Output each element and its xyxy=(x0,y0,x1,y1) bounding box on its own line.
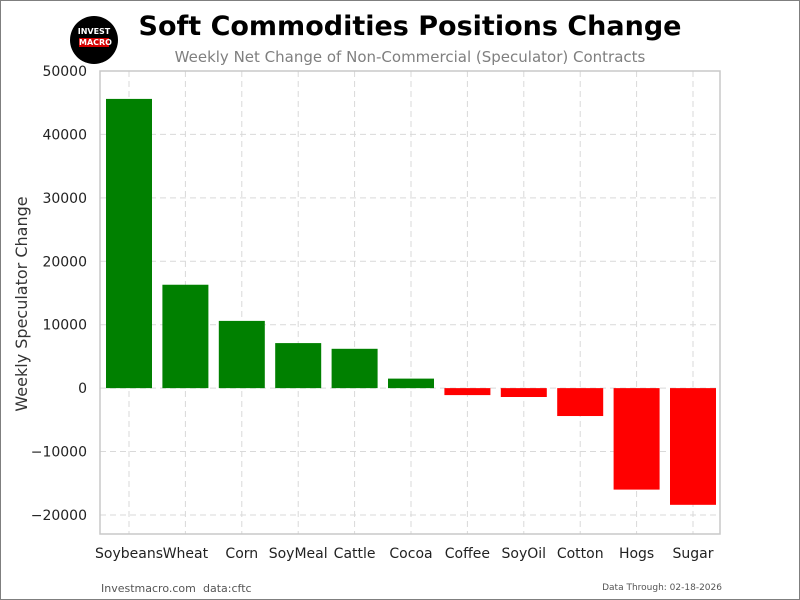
bar-soyoil xyxy=(500,388,547,398)
x-tick-label: Coffee xyxy=(445,546,490,562)
bar-cattle xyxy=(331,348,378,389)
bar-cotton xyxy=(557,388,604,417)
footer-site: Investmacro.com xyxy=(101,582,196,595)
bar-wheat xyxy=(162,284,209,389)
y-axis-label: Weekly Speculator Change xyxy=(12,196,31,411)
x-tick-label: Corn xyxy=(225,546,258,562)
logo-line-invest: INVEST xyxy=(77,27,111,36)
bar-soybeans xyxy=(106,98,152,389)
plot-area-border xyxy=(99,70,721,535)
bar-soymeal xyxy=(275,343,322,389)
x-tick-label: Hogs xyxy=(619,546,654,562)
x-tick-label: Cattle xyxy=(334,546,376,562)
investmacro-logo: INVEST MACRO xyxy=(70,16,118,64)
y-tick-label: −20000 xyxy=(31,508,87,524)
bar-corn xyxy=(218,320,265,389)
logo-line-macro: MACRO xyxy=(79,38,112,47)
bar-hogs xyxy=(613,388,660,490)
x-tick-label: SoyMeal xyxy=(269,546,328,562)
y-tick-label: 20000 xyxy=(42,254,87,270)
y-tick-label: 50000 xyxy=(42,64,87,80)
x-tick-label: Soybeans xyxy=(95,546,163,562)
y-tick-label: 30000 xyxy=(42,191,87,207)
footer-source: data:cftc xyxy=(203,582,252,595)
x-tick-label: Cotton xyxy=(557,546,604,562)
footer-data-through: Data Through: 02-18-2026 xyxy=(602,583,722,593)
bar-sugar xyxy=(670,388,716,505)
bar-cocoa xyxy=(388,378,434,389)
x-tick-label: SoyOil xyxy=(502,546,547,562)
tick-labels: −20000 −10000 0 10000 20000 30000 40000 50000 So… xyxy=(31,64,714,562)
bar-coffee xyxy=(444,388,491,396)
y-tick-label: 10000 xyxy=(42,318,87,334)
x-tick-label: Sugar xyxy=(673,546,714,562)
y-tick-label: 40000 xyxy=(42,127,87,143)
y-tick-label: 0 xyxy=(78,381,87,397)
chart-subtitle: Weekly Net Change of Non-Commercial (Spe… xyxy=(174,48,646,66)
x-tick-label: Cocoa xyxy=(389,546,432,562)
chart-title: Soft Commodities Positions Change xyxy=(138,11,682,42)
x-tick-label: Wheat xyxy=(163,546,209,562)
bars xyxy=(106,98,716,505)
y-tick-label: −10000 xyxy=(31,445,87,461)
